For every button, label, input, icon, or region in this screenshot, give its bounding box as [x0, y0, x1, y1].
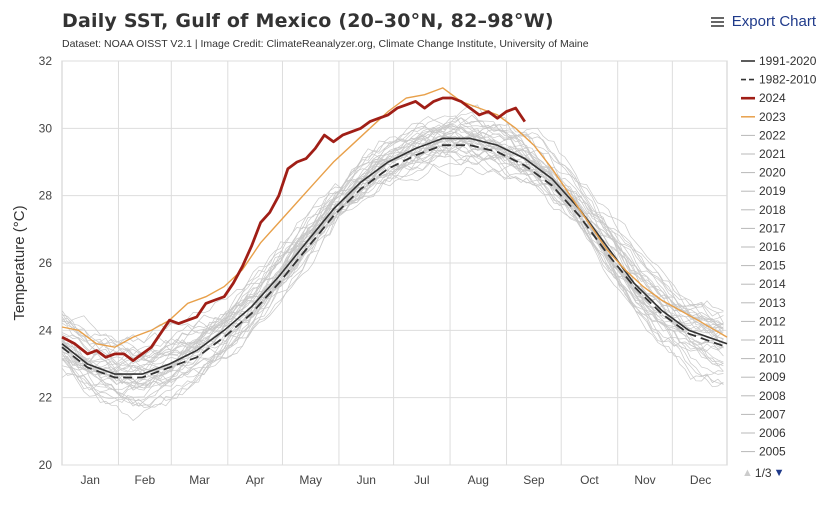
- x-tick-label: Apr: [246, 473, 265, 487]
- triangle-down-icon[interactable]: ▼: [773, 467, 785, 479]
- series-background-year: [61, 133, 724, 357]
- series-background-year: [61, 127, 724, 405]
- y-tick-label: 30: [39, 121, 53, 135]
- legend-item-2009: 2009: [759, 370, 786, 384]
- legend-item-1982-2010: 1982-2010: [759, 73, 817, 87]
- chart-title: Daily SST, Gulf of Mexico (20–30°N, 82–9…: [62, 10, 554, 32]
- triangle-up-icon[interactable]: ▲: [742, 467, 753, 479]
- legend-item-2020: 2020: [759, 166, 786, 180]
- series-background-year: [61, 133, 724, 362]
- y-tick-label: 26: [39, 256, 53, 270]
- y-tick-label: 22: [39, 391, 53, 405]
- series-2024: [61, 96, 526, 362]
- legend-item-2021: 2021: [759, 147, 786, 161]
- legend-item-2014: 2014: [759, 277, 786, 291]
- chart-subtitle: Dataset: NOAA OISST V2.1 | Image Credit:…: [62, 38, 589, 50]
- series-background-year: [61, 125, 724, 364]
- series-background-year: [61, 144, 724, 421]
- y-tick-label: 32: [39, 54, 53, 68]
- series-2023: [61, 87, 728, 348]
- series-background-year: [61, 143, 724, 386]
- y-axis-label: Temperature (°C): [11, 205, 28, 320]
- y-tick-label: 24: [39, 323, 53, 337]
- menu-icon: [710, 16, 724, 27]
- x-tick-label: Jan: [81, 473, 100, 487]
- legend-item-2006: 2006: [759, 426, 786, 440]
- legend-item-2022: 2022: [759, 128, 786, 142]
- series-1991-2020: [61, 137, 728, 375]
- x-tick-label: Nov: [634, 473, 655, 487]
- legend-item-2017: 2017: [759, 221, 786, 235]
- legend-item-2019: 2019: [759, 184, 786, 198]
- legend-item-2008: 2008: [759, 389, 786, 403]
- series-background-year: [61, 124, 724, 363]
- export-chart-button[interactable]: Export Chart: [710, 13, 816, 30]
- y-tick-label: 20: [39, 458, 53, 472]
- x-tick-label: Aug: [468, 473, 489, 487]
- legend-item-2007: 2007: [759, 407, 786, 421]
- y-tick-label: 28: [39, 189, 53, 203]
- x-tick-label: May: [299, 473, 322, 487]
- legend-item-2024: 2024: [759, 91, 786, 105]
- x-tick-label: Feb: [135, 473, 156, 487]
- legend-item-2018: 2018: [759, 203, 786, 217]
- legend-item-2011: 2011: [759, 333, 785, 347]
- x-tick-label: Jul: [414, 473, 429, 487]
- legend-item-2013: 2013: [759, 296, 786, 310]
- legend-page-number: 1/3: [754, 466, 772, 480]
- series-1982-2010: [61, 144, 728, 379]
- x-tick-label: Sep: [523, 473, 545, 487]
- x-tick-label: Dec: [690, 473, 711, 487]
- legend-pager: ▲ 1/3 ▼: [742, 466, 784, 480]
- x-tick-label: Jun: [357, 473, 376, 487]
- series-background-year: [61, 151, 724, 408]
- legend-item-2023: 2023: [759, 110, 786, 124]
- x-tick-label: Mar: [189, 473, 210, 487]
- export-chart-label: Export Chart: [731, 13, 816, 30]
- legend-item-2005: 2005: [759, 445, 786, 459]
- legend-item-2015: 2015: [759, 259, 786, 273]
- legend-item-2016: 2016: [759, 240, 786, 254]
- legend-item-1991-2020: 1991-2020: [759, 54, 817, 68]
- legend-item-2010: 2010: [759, 352, 786, 366]
- legend-item-2012: 2012: [759, 314, 786, 328]
- x-tick-label: Oct: [580, 473, 599, 487]
